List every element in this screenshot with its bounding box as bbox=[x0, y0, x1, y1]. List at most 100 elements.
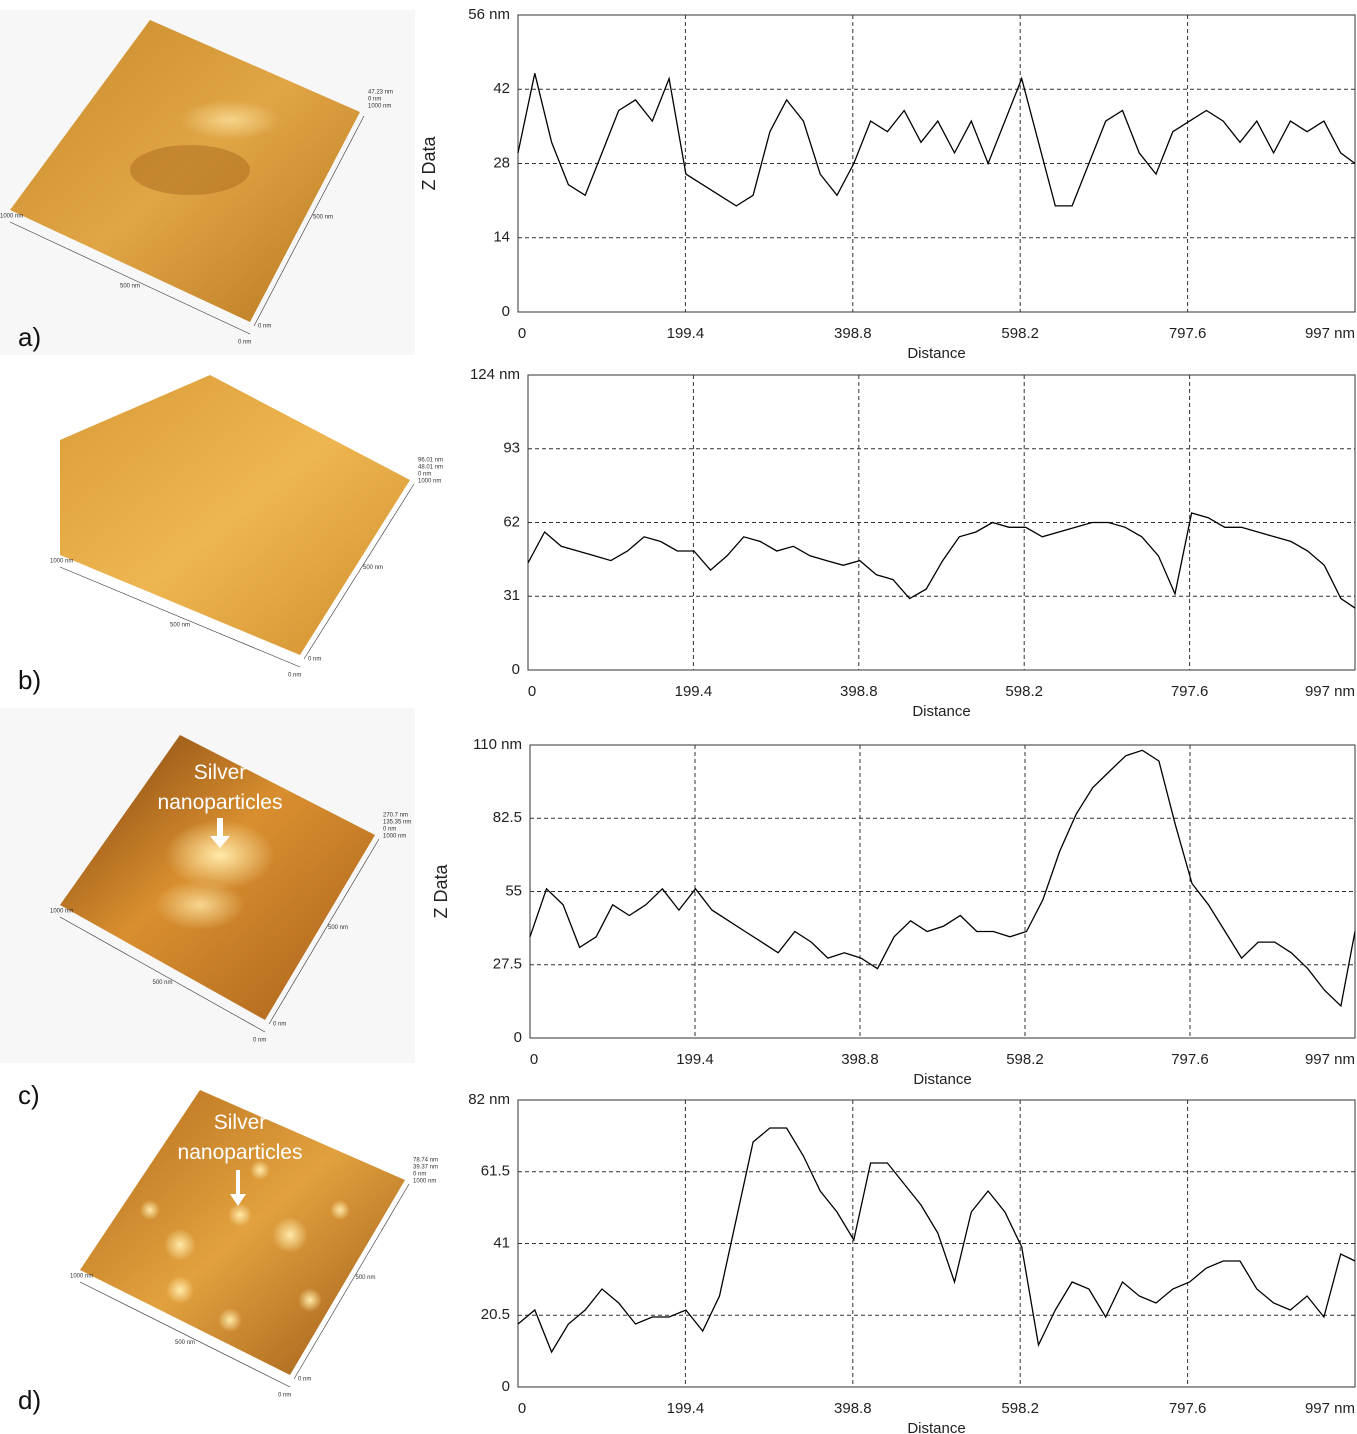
x-axis-label: Distance bbox=[913, 1071, 971, 1088]
x-tick-label: 199.4 bbox=[676, 1051, 714, 1068]
y-tick-label: 61.5 bbox=[481, 1163, 510, 1180]
afm-axis-label: 1000 nm bbox=[383, 834, 406, 840]
afm-axis-label: 500 nm bbox=[170, 623, 190, 629]
afm-axis-label: 500 nm bbox=[175, 1340, 195, 1346]
x-tick-label: 598.2 bbox=[1005, 683, 1043, 700]
shade bbox=[130, 145, 250, 195]
particle bbox=[155, 880, 245, 930]
afm-surface bbox=[80, 1090, 405, 1375]
afm-images bbox=[0, 10, 415, 1375]
y-tick-label: 82 nm bbox=[468, 1091, 510, 1108]
afm-axis-label: 1000 nm bbox=[50, 909, 73, 915]
afm-axis bbox=[303, 483, 415, 660]
y-tick-label: 41 bbox=[493, 1234, 510, 1251]
y-axis-label: Z Data bbox=[431, 864, 451, 919]
z-scale-label: 0 nm bbox=[368, 97, 381, 103]
annotation: Silver nanoparticles bbox=[177, 1111, 303, 1164]
afm-axis-label: 0 nm bbox=[298, 1377, 311, 1383]
y-tick-label: 93 bbox=[503, 440, 520, 457]
y-tick-label: 55 bbox=[505, 882, 522, 899]
z-scale-label: 0 nm bbox=[413, 1172, 426, 1178]
profile-line bbox=[517, 73, 1356, 207]
x-tick-label: 997 nm bbox=[1305, 683, 1355, 700]
afm-axis-label: 1000 nm bbox=[368, 104, 391, 110]
x-axis-label: Distance bbox=[907, 1420, 965, 1434]
afm-axis-label: 0 nm bbox=[288, 673, 301, 679]
x-tick-label: 199.4 bbox=[667, 325, 705, 342]
afm-axis-label: 500 nm bbox=[313, 215, 333, 221]
x-tick-label: 598.2 bbox=[1001, 325, 1039, 342]
y-tick-label: 28 bbox=[493, 154, 510, 171]
afm-axis-label: 500 nm bbox=[356, 1275, 376, 1281]
panel-label: c) bbox=[18, 1080, 40, 1110]
afm-axis-label: 0 nm bbox=[308, 657, 321, 663]
profile-line bbox=[529, 749, 1356, 1008]
afm-axis-label: 500 nm bbox=[328, 925, 348, 931]
panel-label: d) bbox=[18, 1385, 42, 1415]
afm-axis-label: 1000 nm bbox=[50, 559, 73, 565]
x-tick-label: 598.2 bbox=[1006, 1051, 1044, 1068]
afm-axis bbox=[59, 916, 266, 1033]
x-tick-label: 398.8 bbox=[841, 1051, 879, 1068]
afm-axis-label: 0 nm bbox=[278, 1393, 291, 1399]
y-tick-label: 31 bbox=[503, 587, 520, 604]
particle bbox=[165, 820, 275, 890]
panel-label: a) bbox=[18, 322, 42, 352]
y-tick-label: 20.5 bbox=[481, 1306, 510, 1323]
afm-axis-label: 1000 nm bbox=[70, 1274, 93, 1280]
y-tick-label: 0 bbox=[514, 1029, 522, 1046]
arrow bbox=[210, 818, 230, 848]
shade bbox=[180, 100, 280, 140]
x-tick-label: 797.6 bbox=[1171, 683, 1209, 700]
plot-frame bbox=[517, 14, 1356, 313]
y-tick-label: 0 bbox=[502, 1378, 510, 1395]
z-scale-label: 48.01 nm bbox=[418, 465, 443, 471]
y-axis-label: Z Data bbox=[419, 136, 439, 191]
afm-axis-label: 1000 nm bbox=[413, 1179, 436, 1185]
y-tick-label: 42 bbox=[493, 80, 510, 97]
particles bbox=[140, 1160, 350, 1332]
y-tick-label: 0 bbox=[502, 303, 510, 320]
z-scale-label: 0 nm bbox=[418, 472, 431, 478]
arrow bbox=[230, 1170, 246, 1206]
x-tick-label: 0 bbox=[518, 1400, 526, 1417]
annotation: Silver nanoparticles bbox=[157, 761, 283, 814]
panel-label: b) bbox=[18, 665, 42, 695]
x-tick-label: 797.6 bbox=[1171, 1051, 1209, 1068]
plot-frame bbox=[527, 374, 1356, 671]
afm-axis bbox=[293, 1183, 410, 1380]
z-scale-label: 270.7 nm bbox=[383, 813, 408, 819]
z-scale-label: 78.74 nm bbox=[413, 1158, 438, 1164]
z-scale-label: 0 nm bbox=[383, 827, 396, 833]
x-axis-label: Distance bbox=[907, 345, 965, 362]
afm-axis bbox=[79, 1281, 291, 1388]
afm-axis-label: 0 nm bbox=[238, 340, 251, 346]
z-scale-label: 96.01 nm bbox=[418, 458, 443, 464]
z-scale-label: 47.23 nm bbox=[368, 90, 393, 96]
afm-axis-label: 0 nm bbox=[253, 1038, 266, 1044]
z-scale-label: 39.37 nm bbox=[413, 1165, 438, 1171]
x-tick-label: 598.2 bbox=[1001, 1400, 1039, 1417]
plot-frame bbox=[529, 744, 1356, 1039]
y-tick-label: 62 bbox=[503, 513, 520, 530]
z-scale-label: 135.35 nm bbox=[383, 820, 411, 826]
x-tick-label: 199.4 bbox=[675, 683, 713, 700]
x-tick-label: 997 nm bbox=[1305, 1400, 1355, 1417]
afm-axis-label: 1000 nm bbox=[0, 214, 23, 220]
afm-axis bbox=[9, 221, 251, 335]
afm-axis bbox=[268, 838, 380, 1025]
profile-line bbox=[517, 1127, 1356, 1354]
y-tick-label: 124 nm bbox=[470, 366, 520, 383]
x-tick-label: 997 nm bbox=[1305, 325, 1355, 342]
x-tick-label: 199.4 bbox=[667, 1400, 705, 1417]
afm-axis-label: 0 nm bbox=[258, 324, 271, 330]
afm-axis-label: 500 nm bbox=[120, 284, 140, 290]
x-tick-label: 0 bbox=[518, 325, 526, 342]
x-tick-label: 398.8 bbox=[834, 1400, 872, 1417]
profile-line bbox=[527, 512, 1356, 609]
afm-surface bbox=[60, 375, 410, 655]
afm-axis-label: 500 nm bbox=[153, 980, 173, 986]
x-tick-label: 0 bbox=[530, 1051, 538, 1068]
y-tick-label: 110 nm bbox=[473, 736, 522, 753]
